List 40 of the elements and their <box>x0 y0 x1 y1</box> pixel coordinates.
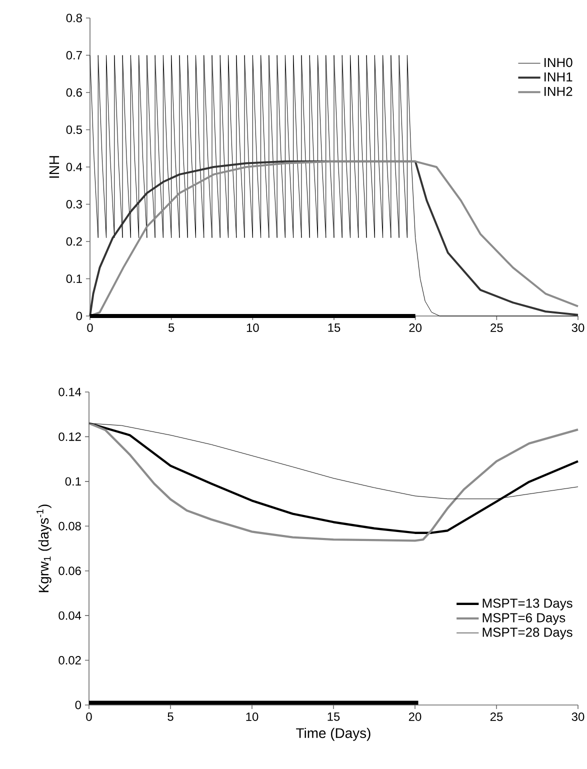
x-tick-label: 10 <box>246 324 259 332</box>
x-tick-label: 30 <box>572 712 584 721</box>
x-tick-label: 20 <box>408 712 422 721</box>
x-tick-label: 5 <box>168 712 174 721</box>
y-tick-label: 0.2 <box>66 237 82 246</box>
x-tick-label: 15 <box>328 712 340 721</box>
legend-label: MSPT=13 Days <box>482 598 572 610</box>
x-tick-label: 0 <box>86 712 92 721</box>
x-tick-label: 25 <box>490 712 503 721</box>
y-tick-label: 0.3 <box>66 200 82 208</box>
y-tick-label: 0.08 <box>58 522 81 530</box>
y-tick-label: 0.04 <box>58 611 82 620</box>
x-tick-label: 20 <box>409 324 422 332</box>
x-tick-label: 5 <box>168 324 174 332</box>
y-tick-label: 0.7 <box>66 51 82 60</box>
y-axis-title: INH <box>49 156 60 178</box>
legend-label: INH2 <box>544 86 572 96</box>
y-tick-label: 0.14 <box>58 388 82 396</box>
y-tick-label: 0.8 <box>66 14 82 22</box>
x-tick-label: 25 <box>490 324 503 332</box>
x-tick-label: 0 <box>87 324 93 332</box>
y-tick-label: 0.1 <box>66 274 82 283</box>
x-tick-label: 15 <box>328 324 340 332</box>
y-axis-title: Kgrw$_{1}$ (days$^{-1}$) <box>36 504 52 592</box>
y-tick-label: 0 <box>75 700 82 710</box>
y-tick-label: 0.6 <box>66 88 82 97</box>
y-tick-label: 0 <box>76 312 82 320</box>
legend-label: INH1 <box>544 72 572 82</box>
legend-label: INH0 <box>544 58 572 68</box>
y-tick-label: 0.1 <box>65 477 81 486</box>
x-tick-label: 30 <box>572 324 584 332</box>
y-tick-label: 0.02 <box>58 656 81 665</box>
y-tick-label: 0.06 <box>58 566 81 576</box>
legend-label: MSPT=6 Days <box>482 613 566 625</box>
legend-label: MSPT=28 Days <box>482 628 572 640</box>
y-tick-label: 0.4 <box>66 162 82 172</box>
y-tick-label: 0.12 <box>58 432 81 441</box>
y-tick-label: 0.5 <box>66 126 82 134</box>
x-axis-title: Time (Days) <box>296 728 370 741</box>
x-tick-label: 10 <box>246 712 258 721</box>
